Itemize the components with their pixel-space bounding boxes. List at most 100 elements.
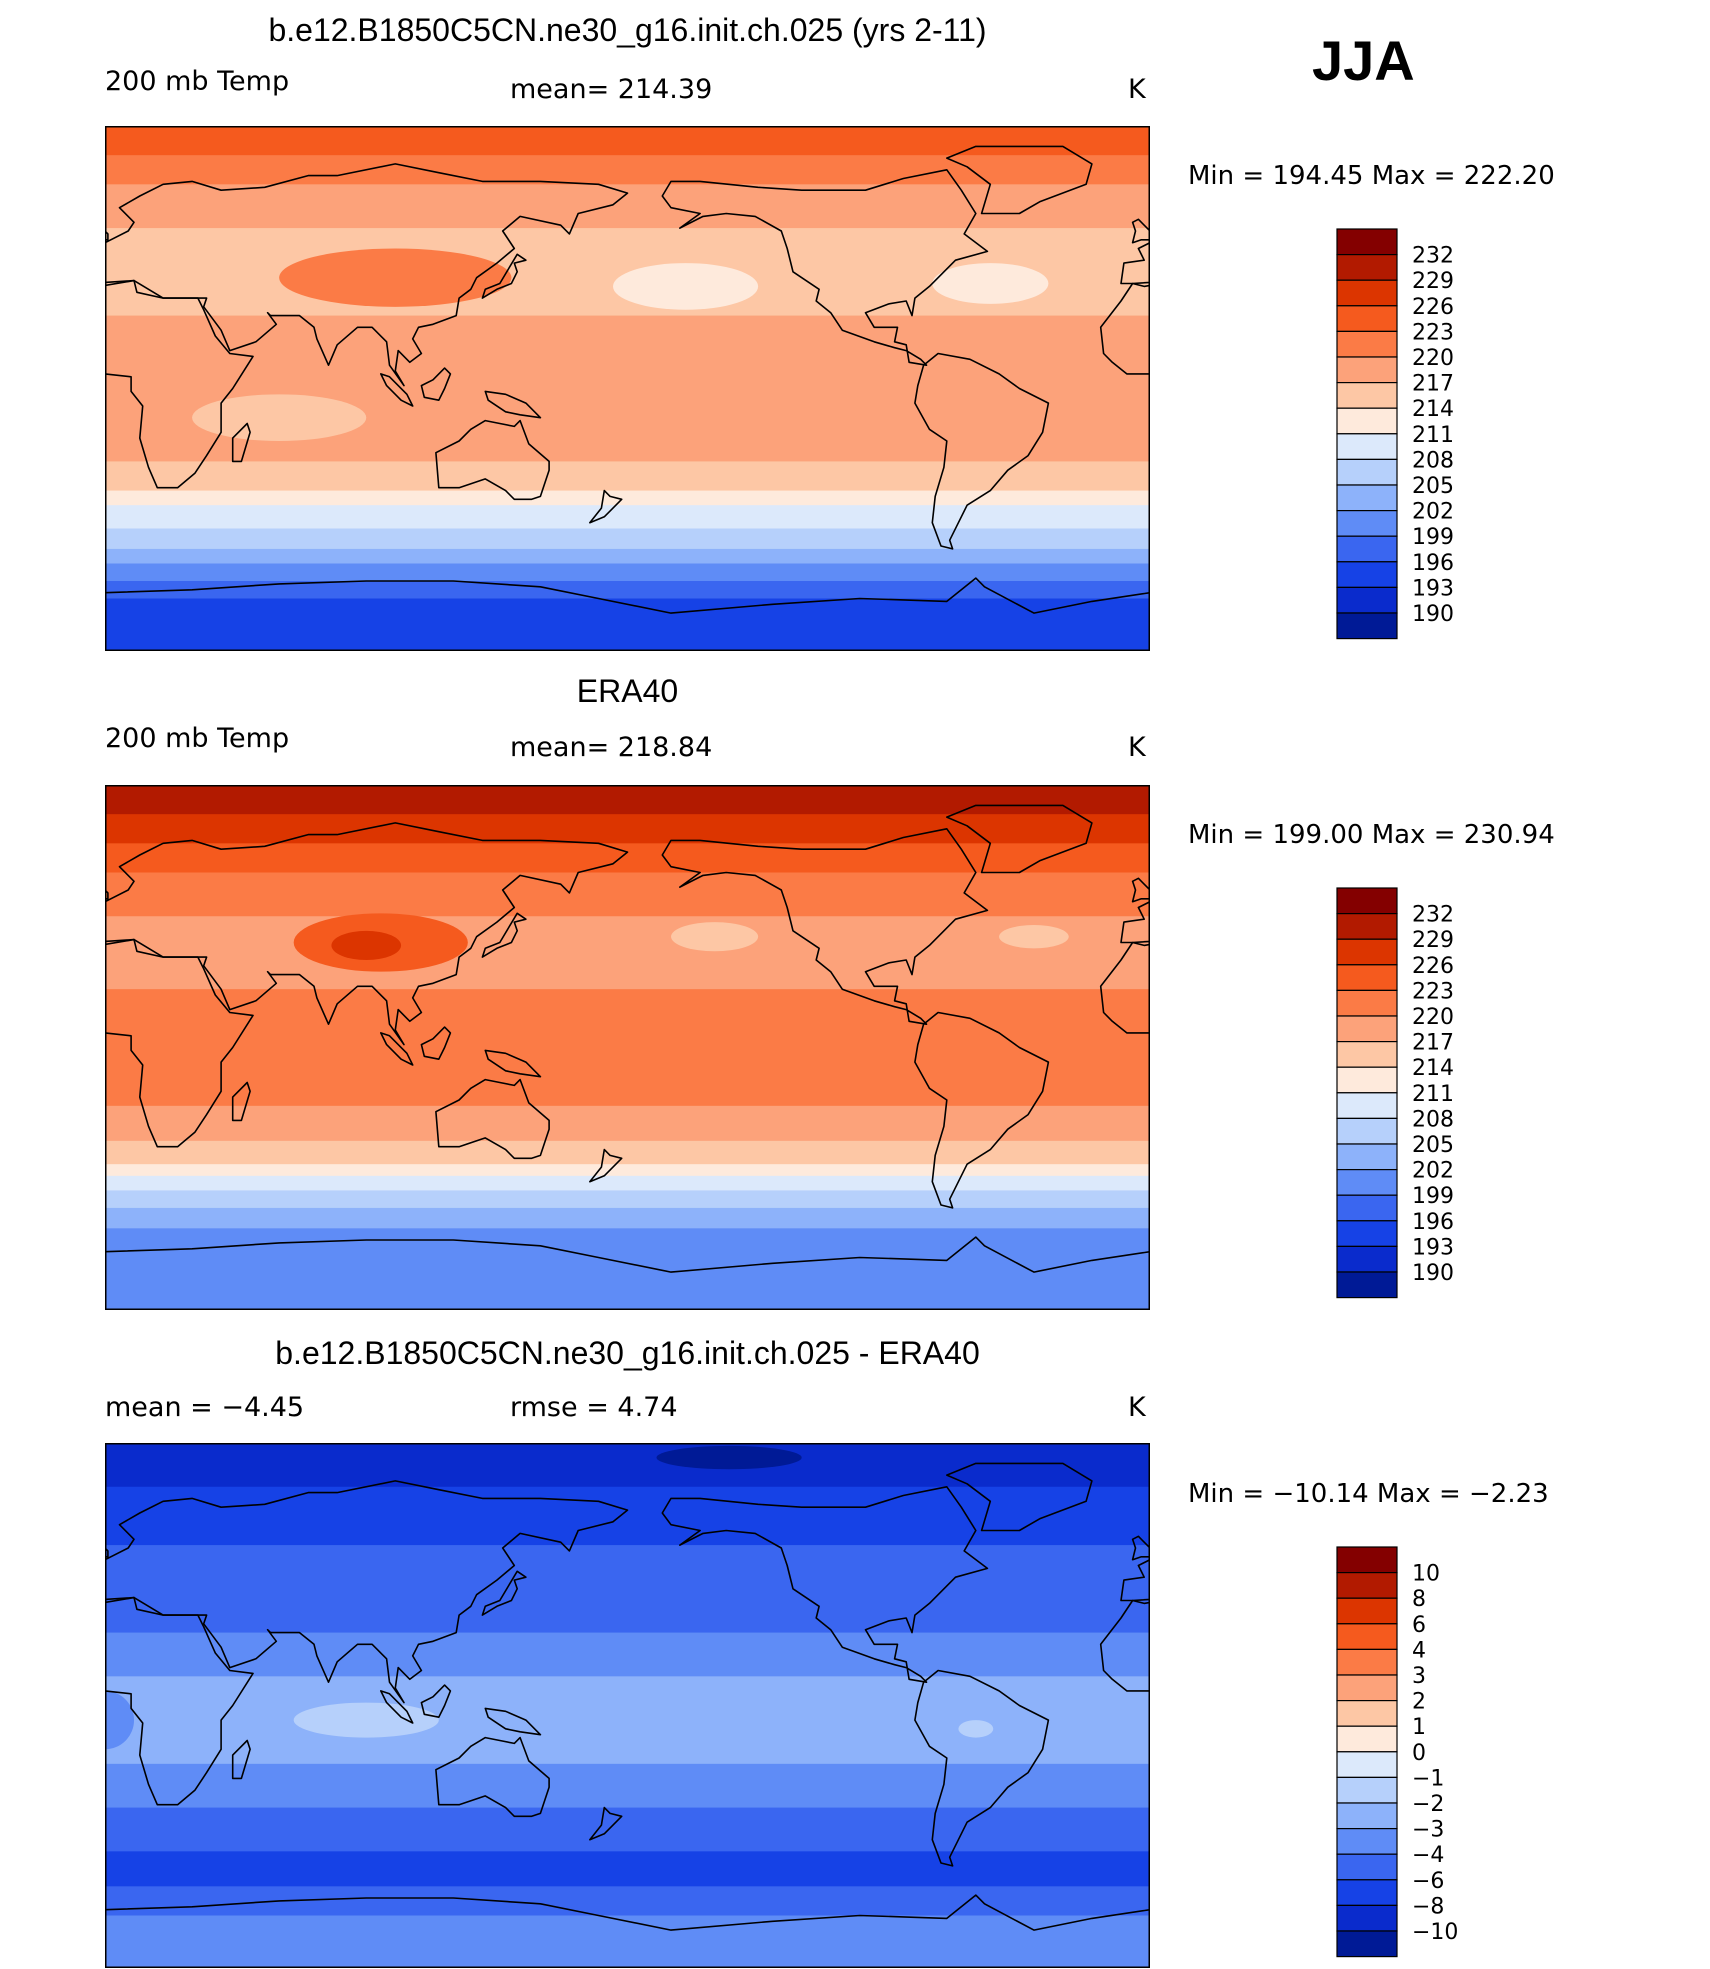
coastline-japan [481, 1570, 527, 1616]
colorbar-swatch-7 [1336, 1725, 1398, 1753]
colorbar-swatch-4 [1336, 989, 1398, 1017]
coastline-new-zealand [589, 1148, 623, 1183]
panel3-minmax: Min = −10.14 Max = −2.23 [1188, 1479, 1549, 1509]
contour-band-6 [105, 490, 1150, 507]
colorbar-tick-label: 196 [1412, 551, 1454, 576]
coastline-madagascar [231, 422, 251, 463]
contour-band-7 [105, 1851, 1150, 1888]
colorbar-tick-label: 193 [1412, 1235, 1454, 1260]
coastline-africa [105, 279, 254, 489]
colorbar-tick-label: 196 [1412, 1210, 1454, 1235]
colorbar-tick-label: 232 [1412, 244, 1454, 269]
contour-region-1 [612, 263, 759, 310]
colorbar-tick-label: 0 [1412, 1741, 1426, 1766]
contour-band-0 [105, 1443, 1150, 1488]
panel3-title: b.e12.B1850C5CN.ne30_g16.init.ch.025 - E… [275, 1335, 980, 1371]
colorbar-swatch-1 [1336, 1572, 1398, 1599]
coastline-sumatra [380, 373, 414, 407]
contour-band-11 [105, 581, 1150, 600]
colorbar-swatch-13 [1336, 1879, 1398, 1906]
contour-band-5 [105, 989, 1150, 1107]
contour-band-1 [105, 155, 1150, 186]
colorbar-swatch-8 [1336, 1751, 1398, 1779]
contour-band-11 [105, 1207, 1150, 1230]
colorbar-tick-label: 190 [1412, 1261, 1454, 1286]
coastline-australia [435, 419, 550, 501]
colorbar-swatch-6 [1336, 1041, 1398, 1068]
coastline-sumatra [380, 1690, 414, 1724]
contour-band-1 [105, 814, 1150, 845]
contour-band-9 [105, 548, 1150, 565]
colorbar-swatch-0 [1336, 887, 1398, 915]
coastline-japan [481, 912, 527, 958]
colorbar-tick-label: 205 [1412, 1133, 1454, 1158]
panel2-units-label: K [1128, 732, 1146, 763]
colorbar-swatch-12 [1336, 1853, 1398, 1881]
panel2-mean-label: mean= 218.84 [510, 732, 713, 763]
contour-band-4 [105, 916, 1150, 991]
colorbar-swatch-8 [1336, 433, 1398, 461]
colorbar-tick-label: 202 [1412, 500, 1454, 525]
coastline-north-america [661, 1486, 989, 1683]
coastline-borneo [420, 1684, 452, 1718]
panel2-map [105, 785, 1150, 1310]
colorbar-tick-label: 6 [1412, 1613, 1426, 1638]
coastline-greenland [946, 804, 1093, 874]
colorbar-tick-label: −1 [1412, 1766, 1444, 1791]
coastline-africa [105, 1596, 254, 1806]
colorbar-swatch-12 [1336, 1194, 1398, 1222]
colorbar-tick-label: 190 [1412, 602, 1454, 627]
contour-region-0 [656, 1445, 802, 1470]
coastline-eurasia [105, 1480, 629, 1704]
colorbar-swatch-15 [1336, 1271, 1398, 1299]
colorbar-tick-label: 205 [1412, 474, 1454, 499]
colorbar-swatch-15 [1336, 1930, 1398, 1958]
colorbar-swatch-9 [1336, 1117, 1398, 1145]
contour-region-2 [932, 263, 1049, 304]
colorbar-swatch-3 [1336, 305, 1398, 333]
map-frame [105, 126, 1150, 651]
panel2-title: ERA40 [576, 673, 679, 709]
colorbar-tick-label: −4 [1412, 1843, 1444, 1868]
contour-band-3 [105, 1632, 1150, 1678]
coastline-new-guinea [484, 1707, 542, 1736]
colorbar-tick-label: 4 [1412, 1638, 1426, 1663]
colorbar-swatch-0 [1336, 1546, 1398, 1574]
contour-band-9 [105, 1915, 1150, 1968]
colorbar-tick-label: 214 [1412, 397, 1454, 422]
contour-band-6 [105, 1807, 1150, 1853]
coastline-australia [435, 1736, 550, 1818]
contour-band-2 [105, 184, 1150, 230]
map-frame [105, 1443, 1150, 1968]
colorbar-tick-label: 214 [1412, 1056, 1454, 1081]
map-frame [105, 785, 1150, 1310]
colorbar-tick-label: 10 [1412, 1562, 1440, 1587]
contour-region-0 [279, 248, 512, 307]
colorbar-swatch-1 [1336, 913, 1398, 940]
colorbar-swatch-14 [1336, 586, 1398, 614]
colorbar-tick-label: 3 [1412, 1664, 1426, 1689]
colorbar-tick-label: 229 [1412, 928, 1454, 953]
colorbar-swatch-5 [1336, 1015, 1398, 1043]
coastline-south-america [914, 1669, 1050, 1867]
coastline-british-isles-wrap [1131, 877, 1150, 903]
colorbar-swatch-6 [1336, 1700, 1398, 1727]
panel3-mean-label: mean = −4.45 [105, 1392, 305, 1423]
colorbar-swatch-11 [1336, 510, 1398, 537]
season-label: JJA [1312, 29, 1415, 92]
panel3-rmse-label: rmse = 4.74 [510, 1392, 678, 1423]
colorbar-tick-label: −2 [1412, 1792, 1444, 1817]
panel2-minmax: Min = 199.00 Max = 230.94 [1188, 820, 1555, 850]
colorbar-swatch-10 [1336, 484, 1398, 512]
contour-band-5 [105, 1763, 1150, 1809]
contour-band-10 [105, 563, 1150, 582]
colorbar-tick-label: 202 [1412, 1159, 1454, 1184]
colorbar-tick-label: 211 [1412, 1082, 1454, 1107]
coastline-antarctica-shore [105, 1894, 1150, 1931]
colorbar-tick-label: 208 [1412, 448, 1454, 473]
colorbar-swatch-7 [1336, 1066, 1398, 1094]
panel2-variable-label: 200 mb Temp [105, 723, 290, 754]
colorbar-swatch-5 [1336, 356, 1398, 384]
colorbar-tick-label: 217 [1412, 372, 1454, 397]
